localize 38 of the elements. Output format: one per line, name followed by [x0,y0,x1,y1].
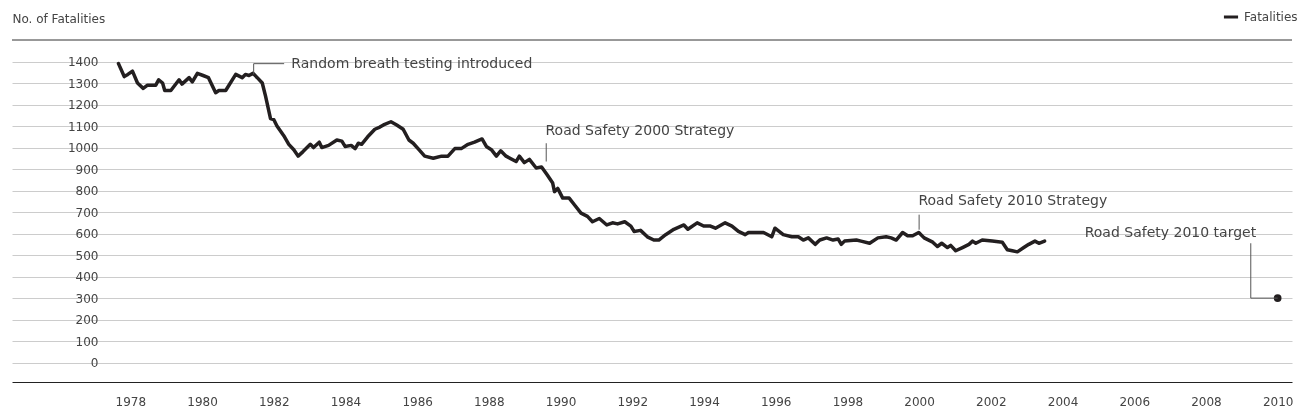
y-tick-label: 1100 [67,119,99,134]
y-tick-label: 300 [75,291,99,306]
x-tick-label: 2000 [904,394,935,409]
x-tick-label: 1988 [474,394,505,409]
x-tick-label: 1982 [258,394,290,409]
y-tick-label: 100 [75,334,99,349]
y-tick-label: 900 [75,162,99,177]
x-tick-label: 1978 [115,394,147,409]
y-tick-label: 1300 [67,76,99,91]
x-tick-label: 1992 [617,394,649,409]
y-tick-label: 700 [75,205,99,220]
annotation: Road Safety 2010 target [1084,223,1257,240]
annotation: Road Safety 2010 Strategy [918,192,1108,209]
x-tick-label: 1986 [402,394,433,409]
y-tick-label: 1200 [67,98,99,113]
y-axis-title: No. of Fatalities [12,11,106,26]
y-tick-label: 500 [75,248,99,263]
annotation: Road Safety 2000 Strategy [545,122,735,139]
x-tick-label: 2010 [1262,394,1294,409]
x-tick-label: 2008 [1191,394,1222,409]
x-tick-label: 1984 [330,394,362,409]
y-tick-label: 400 [75,270,99,285]
y-tick-label: 800 [75,184,99,199]
x-tick-label: 1994 [689,394,720,409]
x-tick-label: 2002 [976,394,1007,409]
x-tick-label: 2006 [1119,394,1151,409]
x-tick-label: 1990 [545,394,577,409]
annotation: Random breath testing introduced [291,54,533,71]
x-tick-label: 1980 [187,394,218,409]
x-tick-label: 1998 [832,394,864,409]
y-tick-label: 1000 [67,141,99,156]
y-tick-label: 200 [75,313,99,328]
x-tick-label: 1996 [760,394,792,409]
x-tick-label: 2004 [1047,394,1079,409]
legend-label: Fatalities [1244,10,1298,24]
y-tick-label: 0 [90,356,99,371]
y-tick-label: 1400 [67,55,99,70]
y-tick-label: 600 [75,227,99,242]
